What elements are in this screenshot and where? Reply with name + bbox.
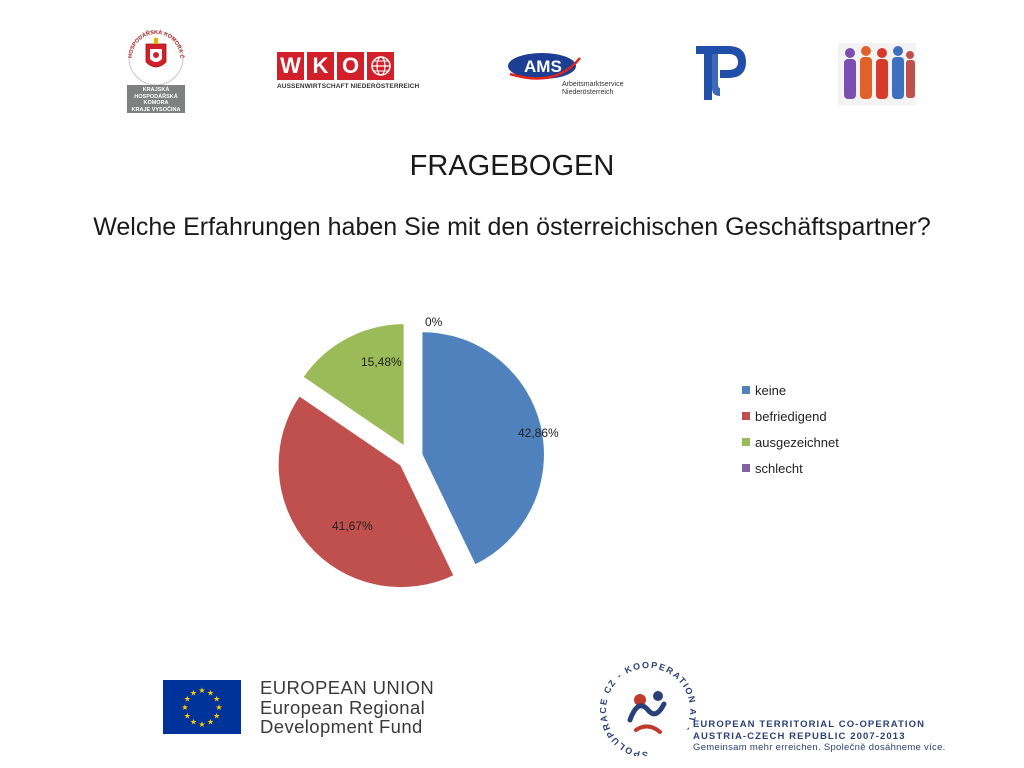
data-label-schlecht: 0%	[425, 315, 443, 329]
legend-swatch	[742, 386, 750, 394]
legend-item-keine: keine	[742, 377, 839, 403]
ams-swoosh-icon: AMS	[508, 53, 581, 80]
khk-box-line: KRAJSKÁ	[142, 87, 170, 93]
eu-star-icon: ★	[184, 712, 191, 721]
eu-star-icon: ★	[198, 686, 205, 695]
khk-box-line: KRAJE VYSOČINA	[131, 106, 181, 113]
legend-swatch	[742, 464, 750, 472]
eu-flag-icon: ★★★★★★★★★ ★ ★★	[163, 680, 241, 734]
wko-logo: W K O AUSSENWIRTSCHAFT NIEDERÖSTERREICH	[277, 52, 420, 96]
page-title: FRAGEBOGEN	[409, 150, 615, 182]
khk-text-box: KRAJSKÁ HOSPODÁŘSKÁ KOMORA KRAJE VYSOČIN…	[127, 85, 185, 113]
tp-logo	[692, 44, 750, 102]
eu-star-icon: ★	[190, 718, 197, 727]
eu-star-icon: ★	[215, 703, 222, 712]
data-label-keine: 42,86%	[518, 426, 559, 440]
legend-item-schlecht: schlecht	[742, 455, 839, 481]
khk-emblem-icon: HOSPODÁŘSKÁ KOMORA ČESKÉ REPUBLIKY	[122, 22, 185, 86]
wko-letter: W	[277, 52, 304, 80]
coop-line2: AUSTRIA-CZECH REPUBLIC 2007-2013	[693, 730, 906, 742]
eu-flag: ★ ★ ★ ★ ★ ★ ★ ★ ★ ★ ★ ★	[163, 680, 241, 734]
coop-line1: EUROPEAN TERRITORIAL CO-OPERATION	[693, 719, 926, 730]
legend-item-ausgezeichnet: ausgezeichnet	[742, 429, 839, 455]
legend-swatch	[742, 412, 750, 420]
legend-swatch	[742, 438, 750, 446]
data-label-befriedigend: 41,67%	[332, 519, 373, 533]
ams-wordmark: AMS	[524, 57, 562, 76]
khk-logo: HOSPODÁŘSKÁ KOMORA ČESKÉ REPUBLIKY KRAJS…	[122, 22, 188, 114]
legend-label: ausgezeichnet	[755, 434, 839, 450]
wko-letter: O	[337, 52, 364, 80]
legend-label: befriedigend	[755, 408, 827, 424]
legend-label: keine	[755, 382, 787, 398]
ams-line1: Arbeitsmarktservice	[562, 81, 624, 88]
people-logo	[838, 43, 916, 105]
eu-flag-background	[163, 680, 241, 734]
ams-logo: AMS Arbeitsmarktservice Niederösterreich	[506, 48, 626, 104]
eu-star-icon: ★	[184, 695, 191, 704]
legend-label: schlecht	[755, 460, 803, 476]
eu-line3: Development Fund	[260, 716, 423, 737]
wko-letter: K	[307, 52, 334, 80]
eu-star-icon: ★	[213, 712, 220, 721]
pie-slice-ausgezeichnet	[301, 322, 406, 448]
coop-text: EUROPEAN TERRITORIAL CO-OPERATION AUSTRI…	[693, 719, 946, 754]
khk-box-line: KOMORA	[143, 100, 169, 106]
wko-subtitle: AUSSENWIRTSCHAFT NIEDERÖSTERREICH	[277, 83, 420, 90]
legend-item-befriedigend: befriedigend	[742, 403, 839, 429]
coop-logo: SPOLUPRÁCE CZ - KOOPERATION AT -	[598, 660, 697, 760]
eu-star-icon: ★	[213, 695, 220, 704]
ams-line2: Niederösterreich	[562, 89, 614, 96]
eu-star-icon: ★	[190, 688, 197, 697]
coop-slogan: Gemeinsam mehr erreichen. Společně dosáh…	[693, 742, 946, 753]
pie-slice-befriedigend	[277, 394, 456, 589]
eu-text: EUROPEAN UNION European Regional Develop…	[260, 678, 434, 737]
eu-star-icon: ★	[181, 703, 188, 712]
question-text: Welche Erfahrungen haben Sie mit den öst…	[93, 213, 931, 241]
khk-box-line: HOSPODÁŘSKÁ	[134, 93, 178, 100]
wko-globe-icon	[367, 52, 394, 80]
eu-star-icon: ★	[198, 720, 205, 729]
pie-chart: 42,86% 41,67% 15,48% 0%	[277, 315, 559, 589]
eu-star-icon: ★	[207, 718, 214, 727]
pie-slice-keine	[420, 330, 546, 567]
eu-line1: EUROPEAN UNION	[260, 677, 435, 698]
eu-star-icon: ★	[207, 688, 214, 697]
coop-emblem-icon: SPOLUPRÁCE CZ - KOOPERATION AT -	[598, 660, 697, 760]
people-group-icon	[838, 43, 916, 105]
eu-line2: European Regional	[260, 696, 426, 718]
chart-legend: keine befriedigend ausgezeichnet schlecht	[742, 377, 839, 481]
tp-logo-icon	[696, 46, 746, 100]
data-label-ausgezeichnet: 15,48%	[361, 355, 402, 369]
